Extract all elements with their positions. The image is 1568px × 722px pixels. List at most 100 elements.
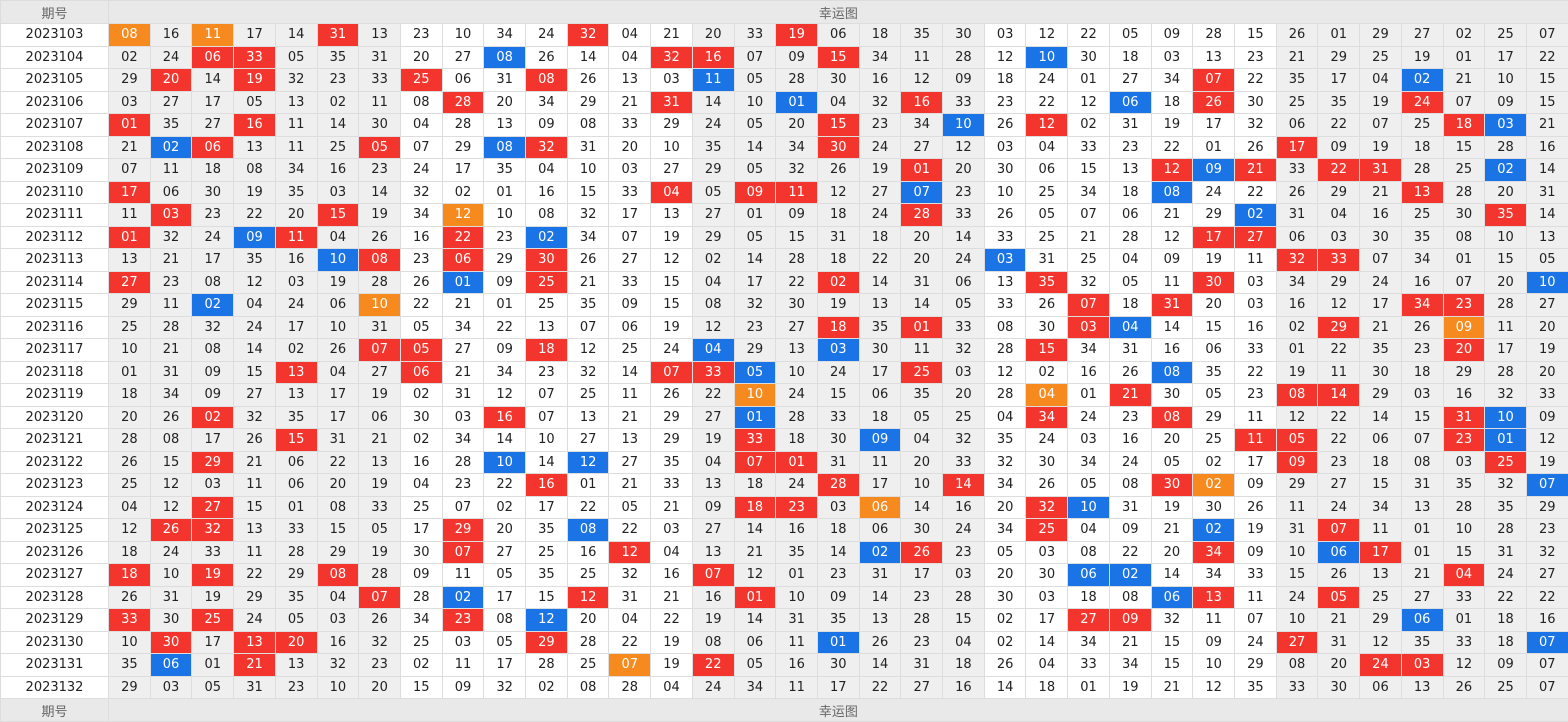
highlighted-number-cell: 05 bbox=[359, 136, 401, 159]
number-cell: 20 bbox=[275, 204, 317, 227]
number-cell: 22 bbox=[1068, 24, 1110, 47]
highlighted-number-cell: 01 bbox=[817, 631, 859, 654]
highlighted-number-cell: 28 bbox=[901, 204, 943, 227]
number-cell: 13 bbox=[234, 136, 276, 159]
highlighted-number-cell: 10 bbox=[359, 294, 401, 317]
number-cell: 22 bbox=[692, 384, 734, 407]
number-cell: 10 bbox=[526, 429, 568, 452]
number-cell: 08 bbox=[1068, 541, 1110, 564]
number-cell: 19 bbox=[359, 541, 401, 564]
number-cell: 31 bbox=[609, 586, 651, 609]
number-cell: 28 bbox=[275, 541, 317, 564]
number-cell: 31 bbox=[1109, 339, 1151, 362]
number-cell: 26 bbox=[1234, 496, 1276, 519]
highlighted-number-cell: 07 bbox=[1068, 294, 1110, 317]
number-cell: 06 bbox=[1193, 339, 1235, 362]
highlighted-number-cell: 08 bbox=[484, 46, 526, 69]
number-cell: 30 bbox=[776, 294, 818, 317]
highlighted-number-cell: 07 bbox=[609, 654, 651, 677]
number-cell: 18 bbox=[817, 204, 859, 227]
highlighted-number-cell: 11 bbox=[692, 69, 734, 92]
number-cell: 34 bbox=[1068, 181, 1110, 204]
number-cell: 27 bbox=[776, 316, 818, 339]
number-cell: 26 bbox=[817, 159, 859, 182]
number-cell: 02 bbox=[526, 676, 568, 699]
header-row: 期号 幸运图 bbox=[1, 1, 1568, 24]
number-cell: 32 bbox=[984, 451, 1026, 474]
number-cell: 17 bbox=[526, 496, 568, 519]
number-cell: 03 bbox=[442, 631, 484, 654]
number-cell: 16 bbox=[1401, 271, 1443, 294]
number-cell: 22 bbox=[609, 519, 651, 542]
number-cell: 14 bbox=[984, 676, 1026, 699]
highlighted-number-cell: 05 bbox=[734, 361, 776, 384]
highlighted-number-cell: 19 bbox=[234, 69, 276, 92]
number-cell: 18 bbox=[1485, 631, 1527, 654]
number-cell: 03 bbox=[1026, 586, 1068, 609]
number-cell: 31 bbox=[359, 46, 401, 69]
number-cell: 02 bbox=[1276, 316, 1318, 339]
number-cell: 22 bbox=[1318, 406, 1360, 429]
number-cell: 23 bbox=[442, 474, 484, 497]
number-cell: 18 bbox=[776, 429, 818, 452]
number-cell: 35 bbox=[109, 654, 151, 677]
number-cell: 10 bbox=[651, 136, 693, 159]
number-cell: 29 bbox=[234, 586, 276, 609]
highlighted-number-cell: 30 bbox=[817, 136, 859, 159]
number-cell: 20 bbox=[984, 496, 1026, 519]
number-cell: 19 bbox=[1526, 339, 1568, 362]
number-cell: 10 bbox=[1276, 541, 1318, 564]
issue-column-footer: 期号 bbox=[1, 699, 109, 722]
number-cell: 28 bbox=[1401, 159, 1443, 182]
highlighted-number-cell: 06 bbox=[859, 496, 901, 519]
number-cell: 28 bbox=[359, 564, 401, 587]
number-cell: 15 bbox=[1068, 159, 1110, 182]
number-cell: 07 bbox=[1234, 609, 1276, 632]
number-cell: 03 bbox=[651, 69, 693, 92]
number-cell: 28 bbox=[1443, 496, 1485, 519]
number-cell: 13 bbox=[109, 249, 151, 272]
number-cell: 33 bbox=[1276, 676, 1318, 699]
highlighted-number-cell: 08 bbox=[109, 24, 151, 47]
number-cell: 28 bbox=[400, 586, 442, 609]
number-cell: 20 bbox=[1526, 361, 1568, 384]
number-cell: 13 bbox=[359, 24, 401, 47]
number-cell: 14 bbox=[734, 249, 776, 272]
number-cell: 27 bbox=[901, 136, 943, 159]
highlighted-number-cell: 32 bbox=[1026, 496, 1068, 519]
number-cell: 12 bbox=[651, 249, 693, 272]
highlighted-number-cell: 14 bbox=[1318, 384, 1360, 407]
highlighted-number-cell: 23 bbox=[1443, 294, 1485, 317]
highlighted-number-cell: 10 bbox=[1068, 496, 1110, 519]
number-cell: 04 bbox=[817, 91, 859, 114]
number-cell: 20 bbox=[1485, 271, 1527, 294]
number-cell: 16 bbox=[317, 631, 359, 654]
number-cell: 13 bbox=[275, 91, 317, 114]
highlighted-number-cell: 04 bbox=[1026, 384, 1068, 407]
number-cell: 19 bbox=[1360, 136, 1402, 159]
number-cell: 14 bbox=[359, 181, 401, 204]
number-cell: 01 bbox=[1276, 339, 1318, 362]
number-cell: 05 bbox=[734, 226, 776, 249]
number-cell: 34 bbox=[1068, 631, 1110, 654]
number-cell: 27 bbox=[609, 451, 651, 474]
number-cell: 04 bbox=[943, 631, 985, 654]
number-cell: 34 bbox=[776, 136, 818, 159]
highlighted-number-cell: 27 bbox=[1276, 631, 1318, 654]
number-cell: 28 bbox=[943, 46, 985, 69]
number-cell: 07 bbox=[1526, 24, 1568, 47]
number-cell: 15 bbox=[234, 496, 276, 519]
number-cell: 29 bbox=[275, 564, 317, 587]
number-cell: 22 bbox=[234, 564, 276, 587]
number-cell: 28 bbox=[1485, 294, 1527, 317]
highlighted-number-cell: 04 bbox=[1443, 564, 1485, 587]
number-cell: 32 bbox=[1485, 474, 1527, 497]
number-cell: 14 bbox=[901, 496, 943, 519]
number-cell: 05 bbox=[901, 406, 943, 429]
number-cell: 07 bbox=[442, 496, 484, 519]
number-cell: 24 bbox=[192, 226, 234, 249]
